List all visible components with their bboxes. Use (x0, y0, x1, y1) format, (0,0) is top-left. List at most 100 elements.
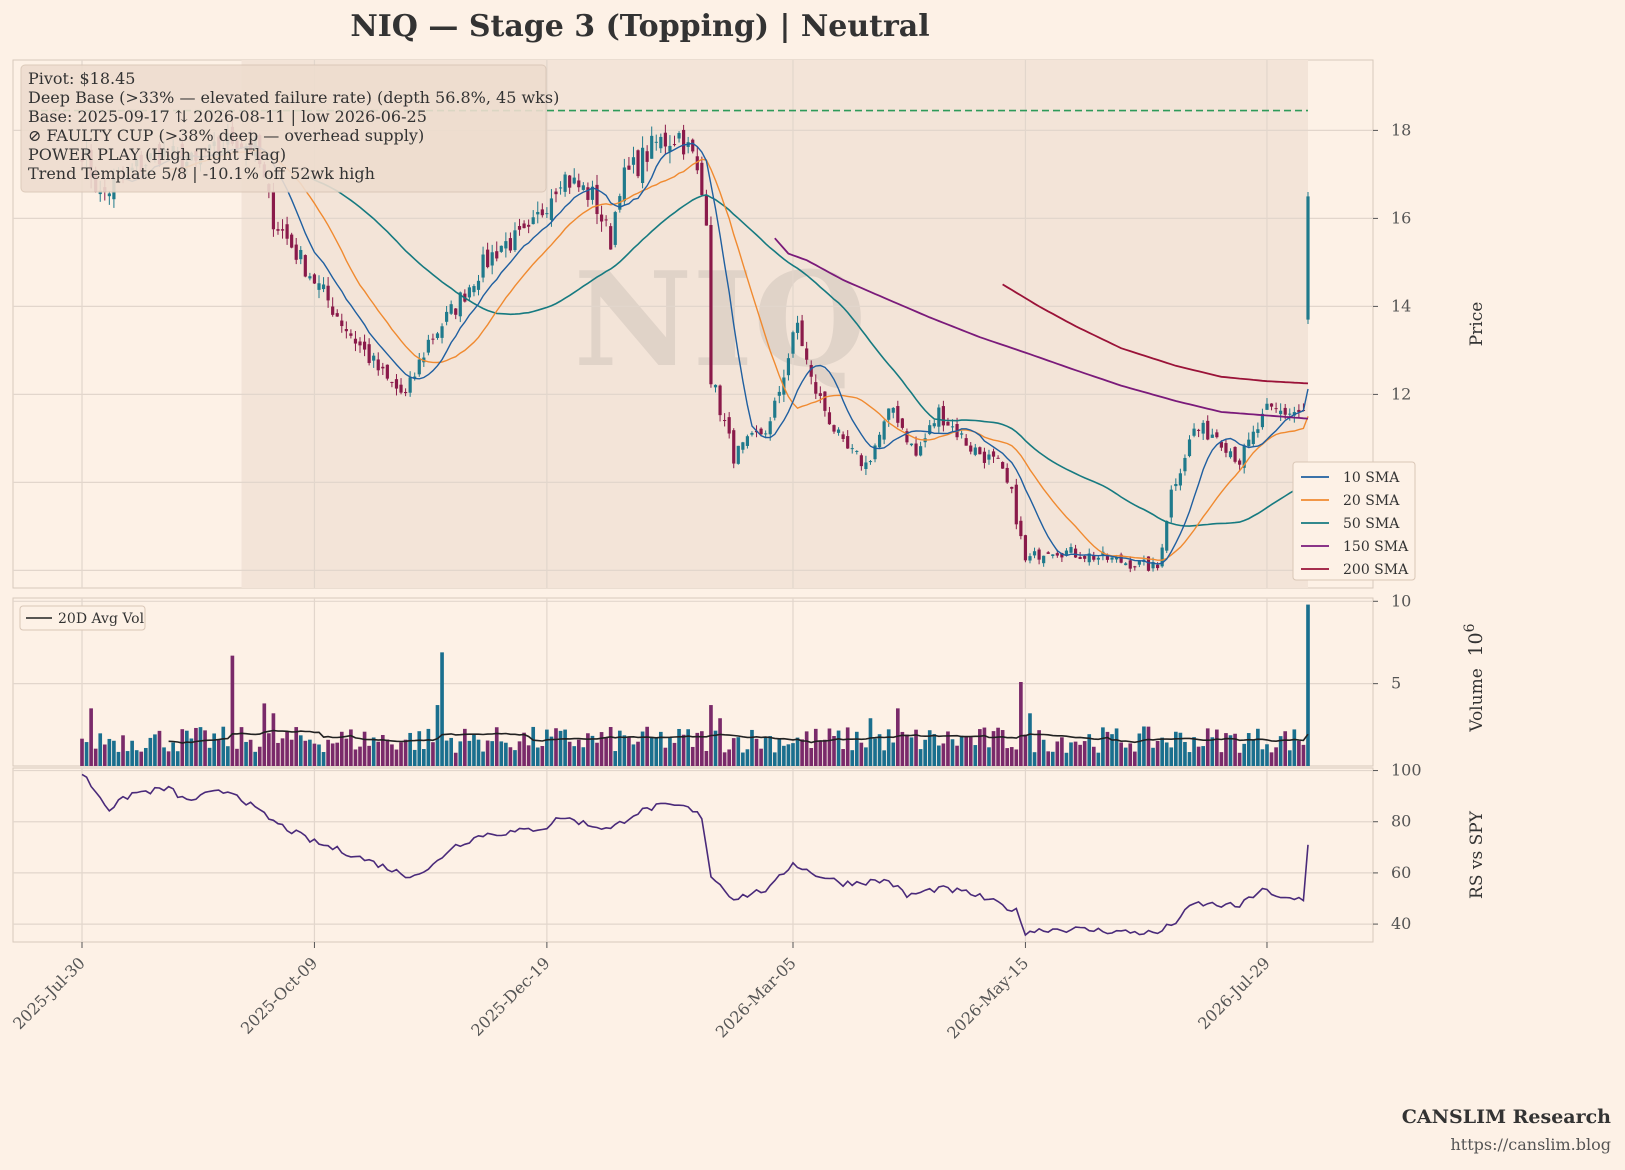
candle-body (381, 366, 385, 369)
price-axis-label: Price (1467, 302, 1487, 347)
volume-bar (718, 718, 722, 766)
candle-body (1256, 429, 1260, 433)
volume-bar (458, 741, 463, 766)
sma-legend-label: 150 SMA (1343, 539, 1409, 555)
candle-body (367, 344, 371, 364)
candle-body (704, 195, 708, 226)
volume-legend-label: 20D Avg Vol (58, 611, 145, 627)
candle-body (431, 338, 435, 340)
volume-bar (1215, 729, 1219, 766)
volume-bar (276, 742, 280, 766)
volume-bar (1192, 737, 1196, 766)
volume-bar (1297, 740, 1301, 766)
volume-bar (444, 740, 449, 766)
volume-bar (367, 745, 371, 766)
candle-body (513, 230, 517, 251)
candle-body (622, 167, 626, 202)
volume-bar (777, 738, 782, 766)
x-tick-label: 2025-Dec-19 (467, 953, 553, 1039)
price-tick-label: 12 (1391, 384, 1411, 403)
volume-bar (991, 731, 996, 766)
price-tick-label: 18 (1391, 120, 1411, 139)
candle-body (568, 175, 572, 188)
volume-bar (1178, 732, 1183, 766)
candle-body (814, 382, 818, 394)
candle-body (1288, 413, 1292, 415)
volume-bar (791, 743, 795, 766)
volume-bar (248, 739, 253, 766)
volume-bar (772, 752, 777, 766)
volume-bar (308, 739, 312, 766)
volume-bar (1091, 746, 1096, 766)
candle-body (1069, 547, 1073, 553)
candle-body (403, 391, 408, 394)
info-trend-template: Trend Template 5/8 | -10.1% off 52wk hig… (28, 164, 375, 183)
volume-bar (905, 734, 909, 766)
candle-body (590, 186, 595, 200)
volume-bar (162, 747, 166, 766)
volume-bar (107, 738, 112, 766)
candle-body (645, 151, 649, 162)
rs-y-ticks: 40 60 80 100 (1373, 761, 1422, 933)
candle-body (486, 249, 490, 268)
volume-unit-label: 106 (1462, 623, 1487, 656)
candle-body (271, 191, 276, 230)
info-box: Pivot: $18.45 Deep Base (>33% — elevated… (20, 64, 559, 193)
volume-bar (804, 731, 809, 766)
candle-body (1247, 439, 1251, 447)
candle-body (1279, 410, 1283, 415)
volume-bar (927, 730, 932, 766)
candle-body (713, 384, 718, 388)
volume-bar (440, 652, 444, 766)
volume-bar (257, 746, 262, 766)
ticker-watermark: NIQ (574, 243, 867, 396)
volume-bar (1205, 728, 1210, 766)
candle-body (1110, 557, 1114, 560)
candle-body (891, 407, 895, 413)
candle-body (1014, 484, 1018, 525)
volume-bar (394, 749, 399, 766)
candle-body (440, 326, 444, 338)
volume-bar (153, 734, 157, 766)
volume-bar (1073, 741, 1078, 766)
candle-body (1151, 562, 1155, 569)
footer-brand: CANSLIM Research (1401, 1106, 1611, 1128)
candle-body (353, 338, 358, 344)
volume-bar (627, 736, 631, 766)
volume-bar (1142, 726, 1146, 766)
volume-bar (873, 738, 877, 766)
candle-body (1269, 403, 1274, 407)
volume-bar (763, 737, 768, 766)
volume-bar (1151, 747, 1155, 766)
volume-bar (672, 742, 677, 766)
volume-bar (554, 728, 558, 766)
volume-bar (681, 734, 686, 766)
volume-bar (886, 729, 891, 766)
candle-body (928, 425, 932, 435)
candle-body (868, 461, 873, 463)
candle-body (1260, 413, 1265, 428)
volume-bar (262, 703, 267, 766)
candle-body (554, 191, 558, 195)
volume-bar (1137, 733, 1142, 766)
candle-body (682, 129, 686, 155)
volume-bar (130, 740, 134, 766)
volume-bar (1009, 747, 1014, 766)
volume-bar (148, 737, 153, 766)
volume-bar (1155, 741, 1160, 766)
candle-body (905, 431, 909, 443)
volume-bar (426, 728, 431, 766)
x-tick-label: 2026-Mar-05 (712, 953, 800, 1041)
candle-body (1201, 422, 1205, 434)
candle-body (280, 229, 285, 231)
candle-body (326, 285, 330, 301)
volume-bar (166, 751, 171, 766)
candle-body (399, 384, 403, 393)
candle-body (445, 311, 449, 322)
moving-averages (122, 142, 1309, 565)
volume-bar (239, 727, 244, 766)
candle-body (823, 391, 827, 411)
volume-tick-label: 10 (1391, 591, 1411, 610)
volume-bar (1087, 734, 1092, 766)
volume-bar (782, 745, 786, 766)
